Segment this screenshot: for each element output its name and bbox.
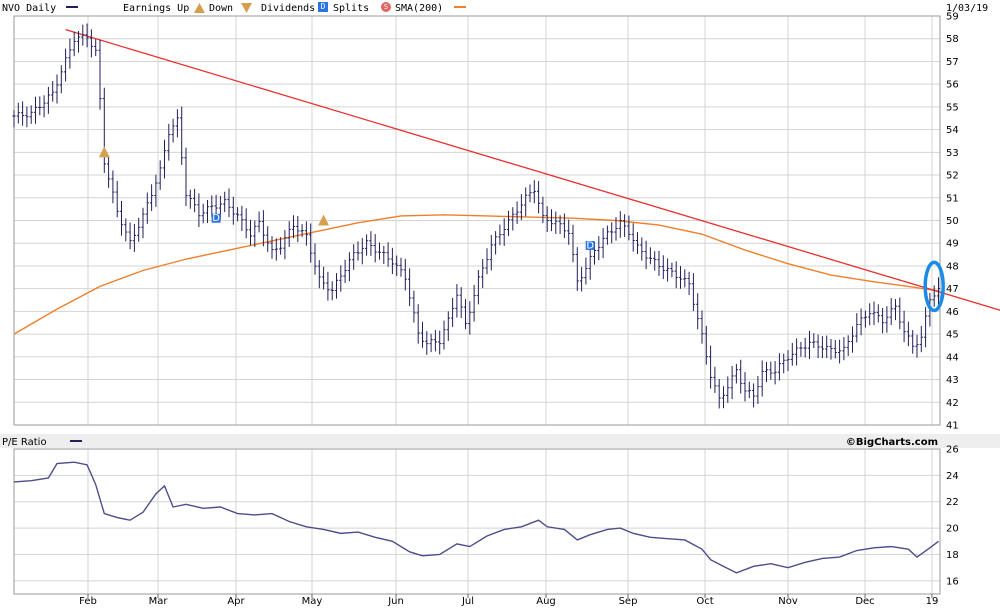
brand-label: ©BigCharts.com bbox=[846, 437, 938, 448]
pe-y-tick-label: 26 bbox=[946, 445, 959, 456]
price-y-tick-label: 46 bbox=[946, 307, 959, 318]
x-tick-label: Aug bbox=[536, 596, 556, 607]
pe-y-tick-label: 24 bbox=[946, 471, 959, 482]
earnings-up-icon bbox=[194, 3, 205, 16]
dividend-marker bbox=[585, 240, 595, 250]
x-tick-label: May bbox=[302, 596, 323, 607]
price-y-tick-label: 48 bbox=[946, 261, 959, 272]
pe-y-tick-label: 16 bbox=[946, 576, 959, 587]
pe-y-tick-label: 22 bbox=[946, 497, 959, 508]
sma-label: SMA(200) bbox=[395, 3, 444, 14]
pe-ratio-title: P/E Ratio bbox=[2, 437, 47, 448]
dividend-badge-icon: D bbox=[318, 2, 328, 12]
ticker-label: NVO Daily bbox=[2, 3, 57, 14]
price-y-tick-label: 49 bbox=[946, 239, 959, 250]
price-y-tick-label: 58 bbox=[946, 34, 959, 45]
x-tick-label: Feb bbox=[79, 596, 97, 607]
x-tick-label: Jun bbox=[387, 596, 404, 607]
pe-series-swatch bbox=[70, 440, 82, 442]
pe-ratio-line bbox=[13, 461, 939, 574]
ticker-series-swatch bbox=[66, 3, 78, 14]
x-tick-label: Nov bbox=[778, 596, 798, 607]
x-tick-label: Jul bbox=[461, 596, 474, 607]
dividend-marker bbox=[211, 213, 221, 223]
price-y-tick-label: 47 bbox=[946, 284, 959, 295]
price-y-tick-label: 45 bbox=[946, 330, 959, 341]
price-y-tick-label: 51 bbox=[946, 193, 959, 204]
x-tick-label: Oct bbox=[696, 596, 713, 607]
price-y-tick-label: 42 bbox=[946, 398, 959, 409]
price-y-tick-label: 56 bbox=[946, 80, 959, 91]
trendline bbox=[65, 29, 1000, 311]
pe-plot-frame bbox=[13, 448, 941, 595]
dividends-label: Dividends bbox=[261, 3, 316, 14]
price-y-tick-label: 44 bbox=[946, 352, 959, 363]
dividend-marker-label: D bbox=[212, 213, 220, 224]
dividend-marker-label: D bbox=[586, 240, 594, 251]
x-tick-label: Sep bbox=[619, 596, 638, 607]
earnings-down-label: Down bbox=[209, 3, 234, 14]
earnings-down-icon bbox=[241, 3, 252, 16]
x-tick-label: 19 bbox=[926, 596, 939, 607]
pe-y-tick-label: 20 bbox=[946, 524, 959, 535]
splits-label: Splits bbox=[333, 3, 370, 14]
price-plot-frame bbox=[13, 15, 941, 426]
price-y-tick-label: 59 bbox=[946, 12, 959, 23]
price-y-tick-label: 53 bbox=[946, 148, 959, 159]
earnings-up-marker bbox=[318, 214, 330, 226]
price-y-tick-label: 54 bbox=[946, 125, 959, 136]
x-tick-label: Apr bbox=[227, 596, 245, 607]
pe-y-tick-label: 18 bbox=[946, 550, 959, 561]
price-y-tick-label: 41 bbox=[946, 421, 959, 432]
sma-200-line bbox=[13, 214, 939, 335]
price-y-tick-label: 43 bbox=[946, 375, 959, 386]
legend-bar: NVO Daily Earnings Up Down Dividends D S… bbox=[0, 0, 1000, 16]
sma-swatch bbox=[454, 3, 466, 14]
price-y-tick-label: 52 bbox=[946, 171, 959, 182]
earnings-up-label: Earnings Up bbox=[123, 3, 190, 14]
price-y-tick-label: 55 bbox=[946, 102, 959, 113]
x-tick-label: Mar bbox=[149, 596, 169, 607]
pe-header-strip bbox=[0, 434, 1000, 448]
split-badge-icon: S bbox=[381, 2, 391, 12]
price-y-tick-label: 57 bbox=[946, 57, 959, 68]
price-bars bbox=[12, 23, 941, 409]
highlight-ellipse bbox=[923, 260, 945, 313]
chart-date-label: 1/03/19 bbox=[946, 3, 989, 14]
price-y-tick-label: 50 bbox=[946, 216, 959, 227]
x-tick-label: Dec bbox=[855, 596, 874, 607]
earnings-up-marker bbox=[98, 146, 110, 158]
